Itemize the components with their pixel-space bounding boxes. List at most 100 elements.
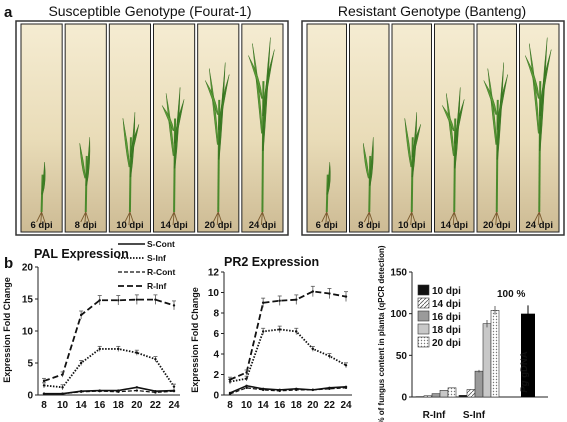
resistant-leaf-3-2 xyxy=(454,99,465,144)
reference-annotation: 100 % xyxy=(497,289,525,300)
susceptible-leaf-1-1 xyxy=(79,143,86,179)
susceptible-timepoint-label-5: 24 dpi xyxy=(249,220,276,231)
pr2-xtick-label-5: 20 xyxy=(307,400,319,411)
pr2-xtick-label-1: 10 xyxy=(241,400,253,411)
resistant-timepoint-label-0: 6 dpi xyxy=(316,220,338,231)
resistant-photo-1: 8 dpi xyxy=(349,23,390,233)
pal-xtick-label-2: 14 xyxy=(76,400,88,411)
pal-series-r-cont xyxy=(44,389,175,395)
susceptible-photo-0: 6 dpi xyxy=(20,23,63,233)
pal-ytick-label-1: 5 xyxy=(27,359,33,370)
susceptible-photo-2: 10 dpi xyxy=(108,23,152,233)
pr2-xtick-label-4: 18 xyxy=(291,400,303,411)
pr2-point-r-inf-2 xyxy=(261,301,265,304)
susceptible-photo-5: 24 dpi xyxy=(241,23,284,233)
pal-point-s-cont-5 xyxy=(135,386,139,389)
legend-label-r-cont: R-Cont xyxy=(147,267,175,277)
bar-s-inf-1 xyxy=(466,389,476,398)
pr2-point-s-inf-6 xyxy=(328,354,331,358)
resistant-roots-1 xyxy=(363,211,374,226)
pal-chart: PAL Expression Expression Fold Change 0 5… xyxy=(2,239,180,411)
fungus-legend-label-2: 16 dpi xyxy=(432,312,461,323)
pal-xtick-label-3: 16 xyxy=(94,400,106,411)
pr2-ylabel: Expression Fold Change xyxy=(190,287,200,393)
fungus-legend-label-4: 20 dpi xyxy=(432,338,461,349)
pal-point-r-inf-6 xyxy=(154,298,157,301)
pal-point-s-inf-5 xyxy=(135,351,139,354)
resistant-roots-4 xyxy=(491,211,502,226)
susceptible-leaf-4-3 xyxy=(205,80,219,115)
resistant-photo-strip: 6 dpi 8 dpi 10 dpi 14 dpi 20 dpi 24 dpi xyxy=(306,23,560,233)
fungus-ytick-label-3: 150 xyxy=(390,268,407,279)
bar-r-inf-4 xyxy=(447,387,457,398)
fungus-chart: % of fungus content in planta (qPCR dete… xyxy=(377,245,548,422)
pr2-point-r-cont-0 xyxy=(228,392,232,396)
bar-s-inf-3 xyxy=(482,323,492,398)
susceptible-leaf-2-1 xyxy=(122,118,131,168)
pal-point-r-cont-3 xyxy=(98,389,101,393)
bar-r-inf-1 xyxy=(423,395,433,398)
resistant-leaf-5-2 xyxy=(539,49,552,117)
resistant-photo-4: 20 dpi xyxy=(476,23,517,233)
susceptible-roots-1 xyxy=(80,211,91,226)
susceptible-timepoint-label-1: 8 dpi xyxy=(75,220,97,231)
resistant-photo-5: 24 dpi xyxy=(519,23,560,233)
pr2-point-r-inf-1 xyxy=(245,371,248,374)
pal-point-r-inf-0 xyxy=(42,379,46,383)
pr2-series xyxy=(228,285,348,396)
pr2-point-r-inf-4 xyxy=(295,298,298,301)
resistant-leaf-2-2 xyxy=(411,124,421,158)
pal-point-s-inf-0 xyxy=(42,384,46,387)
pr2-point-s-inf-1 xyxy=(245,377,248,380)
resistant-leaf-4-3 xyxy=(483,80,497,115)
reference-label-suffix: gDNA xyxy=(519,351,530,380)
pr2-point-s-inf-4 xyxy=(295,330,298,333)
susceptible-timepoint-label-4: 20 dpi xyxy=(205,220,232,231)
pr2-xtick-label-2: 14 xyxy=(258,400,270,411)
pr2-point-r-cont-7 xyxy=(344,386,348,390)
pal-point-s-inf-3 xyxy=(98,347,101,351)
pal-point-s-inf-7 xyxy=(172,385,176,388)
pr2-series-r-inf xyxy=(229,290,347,381)
pal-point-r-cont-0 xyxy=(42,392,46,395)
pr2-series-s-cont xyxy=(229,384,347,394)
pr2-point-s-inf-5 xyxy=(311,347,315,351)
pal-ylabel: Expression Fold Change xyxy=(2,277,12,383)
resistant-leaf-4-2 xyxy=(496,74,508,130)
fungus-legend-label-1: 14 dpi xyxy=(432,299,461,310)
panel-b-letter: b xyxy=(4,255,13,272)
pal-point-r-inf-3 xyxy=(98,299,101,302)
susceptible-leaf-2-2 xyxy=(129,124,140,158)
pal-series-s-inf xyxy=(43,348,175,389)
pal-point-r-inf-5 xyxy=(135,298,139,301)
resistant-roots-3 xyxy=(448,211,459,226)
pr2-ytick-label-3: 6 xyxy=(213,329,219,340)
reference-label-prefix: Pg xyxy=(519,380,530,392)
susceptible-roots-5 xyxy=(257,211,267,226)
pal-point-s-inf-1 xyxy=(61,386,64,389)
pal-point-r-cont-2 xyxy=(79,390,83,393)
fungus-legend-swatch-2 xyxy=(417,310,430,322)
pr2-point-r-inf-6 xyxy=(328,292,331,295)
resistant-timepoint-label-1: 8 dpi xyxy=(358,220,380,231)
pal-point-r-cont-5 xyxy=(135,389,139,392)
fungus-bars xyxy=(415,305,535,398)
susceptible-roots-2 xyxy=(124,211,135,226)
resistant-roots-0 xyxy=(321,211,332,226)
pr2-ytick-label-1: 2 xyxy=(213,370,219,381)
susceptible-roots-0 xyxy=(36,211,47,226)
pr2-xtick-label-6: 22 xyxy=(324,400,336,411)
resistant-photo-3: 14 dpi xyxy=(434,23,475,233)
pr2-point-r-inf-3 xyxy=(278,299,281,302)
resistant-timepoint-label-2: 10 dpi xyxy=(398,220,425,231)
pr2-point-r-inf-7 xyxy=(344,295,348,298)
susceptible-photo-3: 14 dpi xyxy=(153,23,196,233)
resistant-roots-2 xyxy=(406,211,417,226)
susceptible-timepoint-label-3: 14 dpi xyxy=(160,220,187,231)
susceptible-roots-3 xyxy=(168,211,179,226)
pal-title: PAL Expression xyxy=(34,247,129,261)
reference-bar xyxy=(521,313,535,397)
pal-point-r-cont-7 xyxy=(172,389,176,393)
bar-r-inf-3 xyxy=(439,390,449,398)
